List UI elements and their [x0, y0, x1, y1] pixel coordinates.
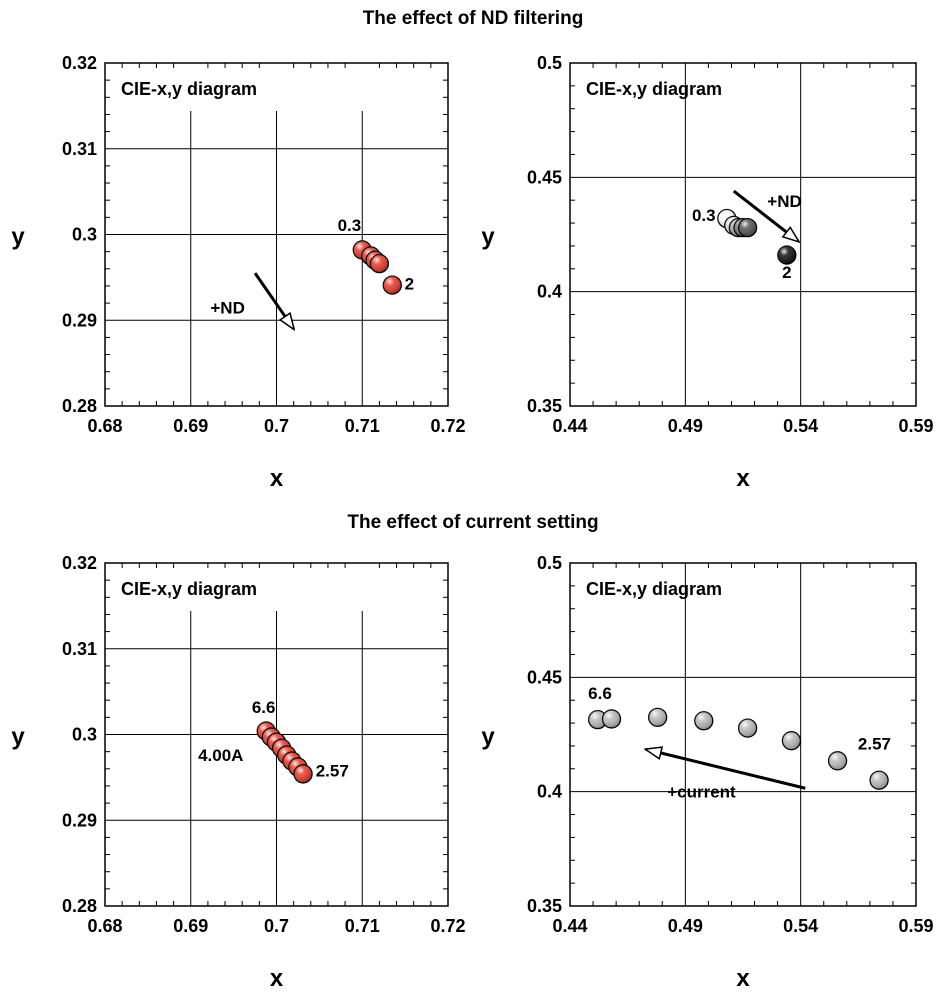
data-point-highlight	[383, 276, 402, 295]
y-tick-label: 0.28	[62, 896, 97, 916]
trend-arrow	[732, 189, 799, 241]
chart-panel-nd-red: 0.68 0.69 0.7 0.71 0.720.280.290.30.310.32xy…	[11, 53, 465, 492]
trend-arrow	[646, 749, 806, 790]
panel-label: CIE-x,y diagram	[586, 579, 722, 599]
annotation-label: 6.6	[252, 698, 276, 717]
y-tick-label: 0.45	[527, 167, 562, 187]
y-tick-label: 0.4	[537, 282, 562, 302]
y-tick-label: 0.35	[527, 396, 562, 416]
data-point-highlight	[294, 764, 313, 783]
annotation-label: 2.57	[858, 734, 891, 753]
annotation-label: 0.3	[338, 216, 362, 235]
x-axis-label: x	[270, 965, 284, 992]
x-tick-label: 0.44	[552, 916, 587, 936]
y-tick-label: 0.5	[537, 53, 562, 73]
section-title-nd: The effect of ND filtering	[362, 8, 584, 29]
panel-label: CIE-x,y diagram	[586, 79, 722, 99]
annotation-label: 2.57	[316, 762, 349, 781]
annotation-label: 6.6	[588, 684, 612, 703]
data-point-highlight	[602, 709, 621, 728]
panel-label: CIE-x,y diagram	[121, 79, 257, 99]
y-axis-label: y	[481, 724, 495, 751]
y-tick-label: 0.35	[527, 896, 562, 916]
annotation-label: 0.3	[692, 206, 716, 225]
x-tick-label: 0.7	[264, 916, 289, 936]
data-point-highlight	[370, 254, 389, 273]
x-tick-label: 0.54	[783, 916, 818, 936]
x-tick-label: 0.49	[668, 416, 703, 436]
data-point-highlight	[738, 719, 757, 738]
data-point-highlight	[588, 710, 607, 729]
x-axis-label: x	[270, 465, 284, 492]
x-tick-label: 0.59	[898, 416, 933, 436]
chart-panel-current-gray: 0.44 0.49 0.54 0.59 0.35 0.4 0.45 0.5 x y CIE-x,y …	[481, 553, 933, 992]
x-tick-label: 0.68	[87, 416, 122, 436]
panel-label: CIE-x,y diagram	[121, 579, 257, 599]
section-title-current: The effect of current setting	[347, 512, 599, 533]
y-tick-label: 0.4	[537, 782, 562, 802]
x-tick-label: 0.69	[173, 416, 208, 436]
x-tick-label: 0.71	[345, 916, 380, 936]
data-point-highlight	[648, 708, 667, 727]
x-tick-label: 0.71	[345, 416, 380, 436]
y-axis-label: y	[11, 724, 25, 751]
annotation-label: 4.00A	[198, 746, 243, 765]
y-axis-label: y	[11, 224, 25, 251]
x-axis-label: x	[736, 465, 750, 492]
y-tick-label: 0.32	[62, 553, 97, 573]
chart-panel-nd-gray: 0.44 0.49 0.54 0.59 0.35 0.4 0.45 0.5 x y CIE-x,y …	[481, 53, 933, 492]
trend-arrow	[253, 272, 294, 329]
x-tick-label: 0.69	[173, 916, 208, 936]
y-tick-label: 0.45	[527, 667, 562, 687]
data-point-highlight	[870, 771, 889, 790]
chart-panel-current-red: 0.68 0.69 0.7 0.71 0.72 0.28 0.29 0.3 0.31 0.32 x y…	[11, 553, 465, 992]
annotation-label: 2	[405, 274, 414, 293]
y-tick-label: 0.29	[62, 810, 97, 830]
x-tick-label: 0.72	[430, 416, 465, 436]
x-tick-label: 0.49	[668, 916, 703, 936]
y-tick-label: 0.28	[62, 396, 97, 416]
x-tick-label: 0.7	[264, 416, 289, 436]
x-tick-label: 0.44	[552, 416, 587, 436]
annotation-label: +ND	[210, 298, 244, 317]
data-point-highlight	[694, 711, 713, 730]
data-point-highlight	[777, 246, 796, 265]
y-axis-label: y	[481, 224, 495, 251]
y-tick-label: 0.5	[537, 553, 562, 573]
data-point-highlight	[782, 731, 801, 750]
data-point-highlight	[738, 218, 757, 237]
data-point-highlight	[828, 751, 847, 770]
annotation-label: +ND	[767, 192, 801, 211]
y-tick-label: 0.3	[72, 225, 97, 245]
y-tick-label: 0.29	[62, 310, 97, 330]
y-tick-label: 0.31	[62, 639, 97, 659]
x-tick-label: 0.68	[87, 916, 122, 936]
annotation-label: 2	[782, 263, 791, 282]
y-tick-label: 0.3	[72, 725, 97, 745]
x-axis-label: x	[736, 965, 750, 992]
x-tick-label: 0.72	[430, 916, 465, 936]
y-tick-label: 0.31	[62, 139, 97, 159]
y-tick-label: 0.32	[62, 53, 97, 73]
x-tick-label: 0.59	[898, 916, 933, 936]
x-tick-label: 0.54	[783, 416, 818, 436]
annotation-label: +current	[667, 782, 736, 801]
